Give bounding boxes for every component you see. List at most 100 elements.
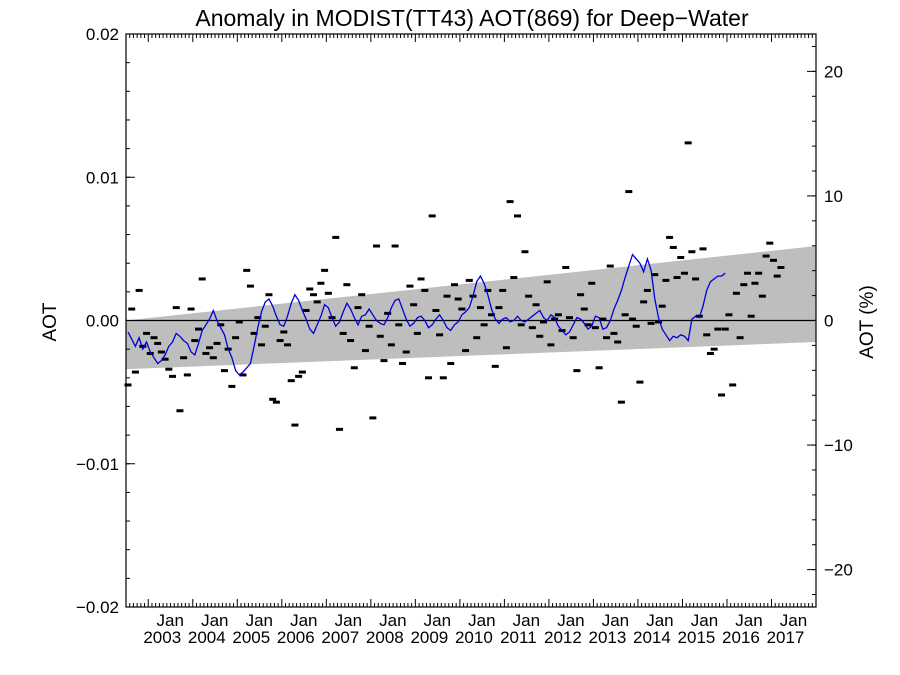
monthly-point bbox=[246, 284, 254, 288]
monthly-point bbox=[395, 323, 403, 327]
x-tick-label-month: Jan bbox=[157, 611, 184, 630]
monthly-point bbox=[721, 327, 729, 331]
monthly-point bbox=[725, 313, 733, 317]
monthly-point bbox=[465, 278, 473, 282]
monthly-point bbox=[250, 331, 258, 335]
x-tick-label-month: Jan bbox=[379, 611, 406, 630]
monthly-point bbox=[309, 293, 317, 297]
monthly-point bbox=[269, 397, 277, 401]
x-tick-label-month: Jan bbox=[602, 611, 629, 630]
monthly-point bbox=[450, 283, 458, 287]
monthly-point bbox=[332, 235, 340, 239]
monthly-point bbox=[729, 383, 737, 387]
monthly-point bbox=[614, 340, 622, 344]
x-tick-label-year: 2007 bbox=[321, 628, 359, 647]
monthly-point bbox=[658, 304, 666, 308]
y-tick-label: 0.02 bbox=[86, 25, 119, 44]
monthly-point bbox=[217, 323, 225, 327]
monthly-point bbox=[143, 331, 151, 335]
monthly-point bbox=[580, 307, 588, 311]
monthly-point bbox=[525, 294, 533, 298]
monthly-point bbox=[499, 288, 507, 292]
monthly-point bbox=[436, 333, 444, 337]
monthly-point bbox=[284, 343, 292, 347]
x-tick-label-year: 2011 bbox=[500, 628, 537, 647]
monthly-point bbox=[265, 293, 273, 297]
monthly-point bbox=[569, 336, 577, 340]
monthly-point bbox=[180, 356, 188, 360]
monthly-point bbox=[673, 276, 681, 280]
y2-tick-label: 20 bbox=[824, 62, 843, 81]
monthly-point bbox=[321, 268, 329, 272]
monthly-point bbox=[769, 258, 777, 262]
x-tick-label-month: Jan bbox=[513, 611, 540, 630]
monthly-point bbox=[766, 241, 774, 245]
monthly-point bbox=[202, 351, 210, 355]
monthly-point bbox=[599, 317, 607, 321]
y-tick-label: −0.01 bbox=[76, 455, 119, 474]
monthly-point bbox=[651, 273, 659, 277]
monthly-point bbox=[358, 293, 366, 297]
chart-title: Anomaly in MODIST(TT43) AOT(869) for Dee… bbox=[195, 5, 749, 31]
monthly-point bbox=[491, 364, 499, 368]
monthly-point bbox=[258, 343, 266, 347]
monthly-point bbox=[517, 323, 525, 327]
x-tick-label-year: 2003 bbox=[143, 628, 181, 647]
x-tick-label-year: 2012 bbox=[544, 628, 582, 647]
monthly-point bbox=[632, 324, 640, 328]
monthly-point bbox=[165, 367, 173, 371]
monthly-point bbox=[191, 339, 199, 343]
monthly-point bbox=[480, 323, 488, 327]
x-tick-label-month: Jan bbox=[646, 611, 673, 630]
monthly-point bbox=[528, 326, 536, 330]
monthly-point bbox=[473, 336, 481, 340]
monthly-point bbox=[183, 373, 191, 377]
x-tick-label-year: 2005 bbox=[232, 628, 270, 647]
y2-tick-label: 0 bbox=[824, 312, 833, 331]
x-tick-label-year: 2004 bbox=[188, 628, 226, 647]
monthly-point bbox=[228, 384, 236, 388]
monthly-point bbox=[603, 336, 611, 340]
monthly-point bbox=[458, 307, 466, 311]
y2-tick-label: −20 bbox=[824, 561, 853, 580]
monthly-point bbox=[406, 284, 414, 288]
monthly-point bbox=[588, 281, 596, 285]
monthly-point bbox=[554, 313, 562, 317]
monthly-point bbox=[324, 291, 332, 295]
monthly-point bbox=[391, 244, 399, 248]
x-tick-label-year: 2014 bbox=[633, 628, 671, 647]
monthly-point bbox=[654, 320, 662, 324]
monthly-point bbox=[384, 311, 392, 315]
monthly-point bbox=[176, 409, 184, 413]
monthly-point bbox=[209, 356, 217, 360]
monthly-point bbox=[669, 245, 677, 249]
monthly-point bbox=[306, 287, 314, 291]
monthly-point bbox=[565, 316, 573, 320]
monthly-point bbox=[692, 277, 700, 281]
monthly-point bbox=[547, 343, 555, 347]
monthly-point bbox=[502, 346, 510, 350]
monthly-point bbox=[514, 214, 522, 218]
x-tick-label-year: 2010 bbox=[455, 628, 493, 647]
x-tick-label-year: 2016 bbox=[722, 628, 760, 647]
monthly-point bbox=[339, 331, 347, 335]
monthly-point bbox=[666, 235, 674, 239]
x-axis: Jan2003Jan2004Jan2005Jan2006Jan2007Jan20… bbox=[125, 34, 817, 647]
monthly-point bbox=[206, 346, 214, 350]
monthly-point bbox=[684, 141, 692, 145]
monthly-point bbox=[135, 288, 143, 292]
monthly-point bbox=[710, 347, 718, 351]
y-tick-label: −0.02 bbox=[76, 598, 119, 617]
monthly-point bbox=[302, 308, 310, 312]
monthly-point bbox=[243, 268, 251, 272]
monthly-point bbox=[643, 288, 651, 292]
monthly-point bbox=[606, 264, 614, 268]
monthly-point bbox=[443, 294, 451, 298]
monthly-point bbox=[777, 265, 785, 269]
monthly-point bbox=[536, 334, 544, 338]
monthly-point bbox=[413, 331, 421, 335]
monthly-point bbox=[647, 321, 655, 325]
monthly-point bbox=[161, 357, 169, 361]
monthly-point bbox=[432, 308, 440, 312]
